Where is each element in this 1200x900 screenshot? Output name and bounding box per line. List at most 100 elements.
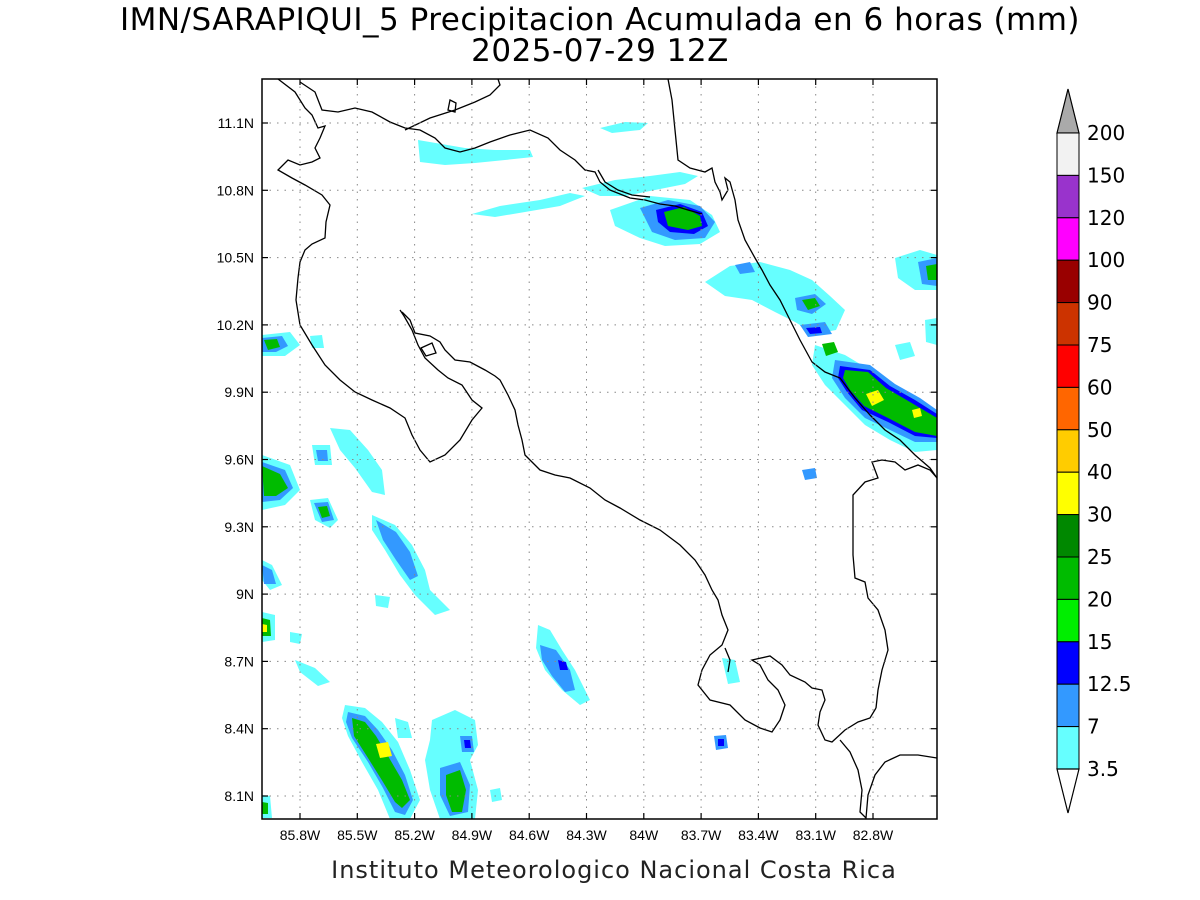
x-tick-label: 83.1W [795, 827, 836, 843]
san-juan-river [597, 169, 651, 198]
colorbar-swatch [1056, 514, 1080, 558]
y-tick-label: 8.1N [224, 788, 254, 804]
y-tick-label: 8.7N [224, 653, 254, 669]
precip-area [600, 122, 648, 133]
precip-area [375, 595, 390, 608]
colorbar-label: 25 [1087, 545, 1112, 569]
precip-area [802, 468, 817, 480]
x-tick-label: 82.8W [853, 827, 894, 843]
colorbar-swatch [1056, 344, 1080, 388]
colorbar-swatch [1056, 471, 1080, 516]
chart-subtitle: 2025-07-29 12Z [471, 33, 729, 69]
y-tick-label: 10.5N [217, 250, 254, 266]
precip-area [866, 390, 884, 406]
burica-coast [839, 739, 937, 819]
colorbar-swatch [1056, 302, 1080, 346]
gulf-coast [401, 311, 877, 743]
colorbar-swatch [1056, 429, 1080, 473]
precip-area [540, 645, 575, 692]
x-tick-label: 84.3W [566, 827, 607, 843]
map-axes: 85.8W 85.5W 85.2W 84.9W 84.6W 84.3W 84W 83.7W 83… [217, 79, 937, 843]
precip-area [925, 318, 937, 345]
colorbar-label: 200 [1087, 121, 1125, 145]
precip-area [352, 718, 410, 808]
pacific-coast-nicaragua [276, 79, 483, 463]
precip-area [262, 624, 267, 632]
x-tick-label: 84W [629, 827, 659, 843]
precip-area [822, 342, 838, 356]
y-tick-label: 9N [236, 586, 254, 602]
colorbar-swatch [1056, 556, 1080, 600]
colorbar-label: 100 [1087, 248, 1125, 272]
small-island [447, 99, 457, 113]
y-tick-label: 8.4N [224, 721, 254, 737]
x-tick-label: 84.9W [452, 827, 493, 843]
precip-area [912, 408, 922, 418]
precip-area [262, 466, 288, 496]
map-content [262, 79, 937, 819]
precip-area [895, 342, 915, 360]
lake-nicaragua [404, 79, 501, 131]
colorbar-label: 90 [1087, 291, 1112, 315]
colorbar-top-arrow [1056, 88, 1080, 134]
colorbar-swatch [1056, 598, 1080, 643]
osa-peninsula [724, 647, 731, 673]
precip-area [395, 718, 412, 738]
colorbar-swatch [1056, 386, 1080, 431]
precip-area [735, 262, 755, 274]
colorbar-swatch [1056, 132, 1080, 176]
colorbar-swatch [1056, 174, 1080, 219]
precip-area [264, 339, 280, 350]
y-tick-label: 9.9N [224, 384, 254, 400]
colorbar-swatch [1056, 683, 1080, 728]
precip-area [310, 335, 324, 348]
precip-area [464, 740, 471, 748]
colorbar: 200 150 120 100 90 75 60 50 40 30 25 20 15 12.5 7 3.5 [1056, 88, 1132, 814]
map-grid [262, 79, 937, 819]
precip-area [316, 450, 328, 461]
precip-area [582, 172, 698, 196]
precip-area [664, 207, 702, 230]
burica-border [852, 459, 937, 709]
colorbar-bottom-arrow [1056, 768, 1080, 814]
precip-area [926, 264, 937, 280]
precipitation-field [262, 122, 937, 819]
map-frame [261, 78, 938, 820]
precip-area [472, 193, 585, 217]
colorbar-label: 40 [1087, 460, 1112, 484]
colorbar-label: 150 [1087, 163, 1125, 187]
colorbar-label: 30 [1087, 503, 1112, 527]
precip-area [490, 788, 502, 802]
precip-area [290, 632, 302, 644]
precip-area [262, 802, 268, 814]
caribbean-coast [667, 79, 937, 479]
colorbar-label: 7 [1087, 715, 1100, 739]
x-tick-label: 83.4W [738, 827, 779, 843]
colorbar-label: 75 [1087, 333, 1112, 357]
colorbar-swatch [1056, 726, 1080, 770]
precip-area [558, 660, 568, 670]
precip-area [376, 742, 392, 758]
colorbar-label: 3.5 [1087, 757, 1119, 781]
colorbar-label: 120 [1087, 206, 1125, 230]
nicoya-gulf-island [420, 342, 437, 357]
precip-area [802, 298, 820, 310]
colorbar-swatch [1056, 641, 1080, 685]
y-tick-label: 10.8N [217, 182, 254, 198]
x-tick-label: 83.7W [681, 827, 722, 843]
colorbar-swatch [1056, 217, 1080, 261]
y-tick-label: 9.3N [224, 519, 254, 535]
precip-area [446, 770, 466, 812]
x-tick-label: 85.5W [337, 827, 378, 843]
precip-area [318, 506, 330, 518]
coastlines-borders [276, 79, 937, 819]
precip-area [843, 370, 937, 436]
precip-area [718, 739, 724, 746]
precip-area [418, 140, 533, 165]
y-tick-label: 10.2N [217, 317, 254, 333]
y-tick-label: 11.1N [218, 115, 254, 131]
colorbar-label: 15 [1087, 630, 1112, 654]
precip-area [722, 658, 740, 684]
precip-area [705, 262, 845, 334]
